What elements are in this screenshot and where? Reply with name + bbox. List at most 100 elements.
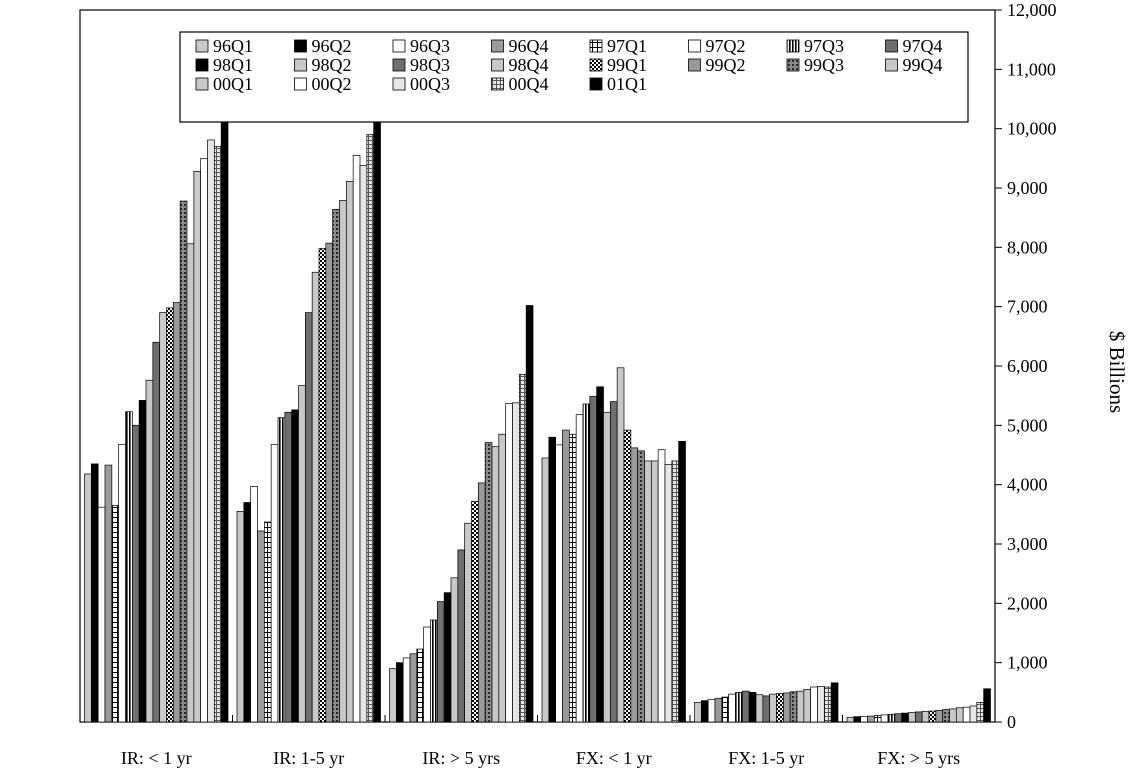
legend-swatch (688, 58, 701, 72)
legend-label: 97Q2 (706, 36, 746, 56)
bar (983, 688, 991, 723)
bar (125, 411, 133, 723)
bar (776, 693, 784, 723)
bar (298, 385, 306, 723)
legend-swatch (392, 77, 406, 91)
bar (166, 307, 174, 723)
legend-label: 96Q3 (410, 36, 450, 56)
bar (894, 713, 903, 723)
legend-swatch (589, 39, 603, 53)
bar (352, 155, 361, 723)
bar (548, 436, 557, 723)
bar (518, 373, 527, 723)
bar (735, 691, 743, 723)
y-tick-label: 11,000 (1007, 59, 1056, 79)
bar (823, 686, 832, 723)
bar (860, 716, 868, 723)
bar-series-group (84, 97, 991, 723)
bar (416, 648, 425, 723)
bar (589, 395, 598, 723)
bar (498, 433, 507, 723)
bar (623, 429, 632, 723)
legend-swatch (195, 77, 209, 91)
legend-swatch (195, 39, 209, 53)
bar (853, 716, 862, 723)
legend-label: 00Q1 (213, 74, 253, 94)
bar (505, 403, 513, 723)
legend-swatch (294, 58, 307, 72)
legend-label: 00Q3 (410, 74, 450, 94)
bar (145, 379, 154, 723)
legend-swatch (491, 39, 504, 53)
legend-label: 99Q2 (706, 55, 746, 75)
bar (477, 482, 486, 723)
bar (721, 696, 730, 723)
bar (803, 689, 812, 723)
legend-swatch (195, 58, 209, 72)
bar (304, 312, 313, 723)
legend-swatch (491, 77, 504, 91)
legend-label: 96Q1 (213, 36, 253, 56)
bar (90, 463, 99, 723)
x-category-label: IR: < 1 yr (121, 748, 192, 768)
y-tick-label: 6,000 (1007, 356, 1048, 376)
bar (291, 409, 299, 723)
bar (769, 693, 777, 723)
bar (193, 171, 202, 723)
bar (200, 157, 208, 723)
y-axis-title: $ Billions (1105, 331, 1129, 413)
bar (678, 441, 686, 723)
bar (568, 433, 577, 723)
bar (118, 443, 126, 723)
legend-swatch (589, 77, 603, 91)
y-tick-label: 12,000 (1007, 0, 1057, 20)
bar (345, 181, 354, 723)
bar (664, 464, 673, 723)
bar (373, 117, 381, 723)
y-tick-label: 1,000 (1007, 653, 1048, 673)
bar (880, 714, 889, 723)
bar (914, 711, 923, 723)
legend-swatch (786, 39, 800, 53)
bar (644, 460, 652, 723)
legend-label: 98Q4 (509, 55, 549, 75)
y-tick-label: 2,000 (1007, 593, 1048, 613)
bar (423, 626, 431, 723)
bar (562, 429, 570, 723)
bar (748, 691, 757, 723)
legend-label: 01Q1 (607, 74, 647, 94)
bar (97, 506, 106, 723)
bar (443, 592, 452, 723)
bar (650, 460, 659, 723)
y-tick-label: 9,000 (1007, 178, 1048, 198)
bar (555, 444, 563, 723)
legend-label: 98Q1 (213, 55, 253, 75)
legend-label: 97Q1 (607, 36, 647, 56)
bar (484, 442, 493, 723)
bar (457, 549, 466, 723)
bar (213, 146, 222, 723)
bar (949, 708, 957, 723)
bar (325, 242, 334, 723)
bar (270, 443, 279, 723)
bar (887, 713, 896, 723)
bar (318, 248, 327, 723)
bar (430, 619, 438, 723)
y-tick-label: 0 (1007, 712, 1016, 732)
bar (332, 209, 340, 723)
bar (250, 486, 258, 723)
legend-label: 96Q2 (312, 36, 352, 56)
y-tick-label: 5,000 (1007, 415, 1048, 435)
legend-box (179, 31, 969, 123)
bar (817, 686, 825, 723)
legend-swatch (786, 58, 800, 72)
bar (395, 662, 404, 723)
legend-swatch (491, 58, 504, 72)
bar (928, 710, 937, 723)
bar (186, 243, 195, 723)
bar (867, 715, 875, 723)
bar (512, 402, 520, 723)
bar (207, 139, 215, 723)
legend-swatch (885, 58, 898, 72)
